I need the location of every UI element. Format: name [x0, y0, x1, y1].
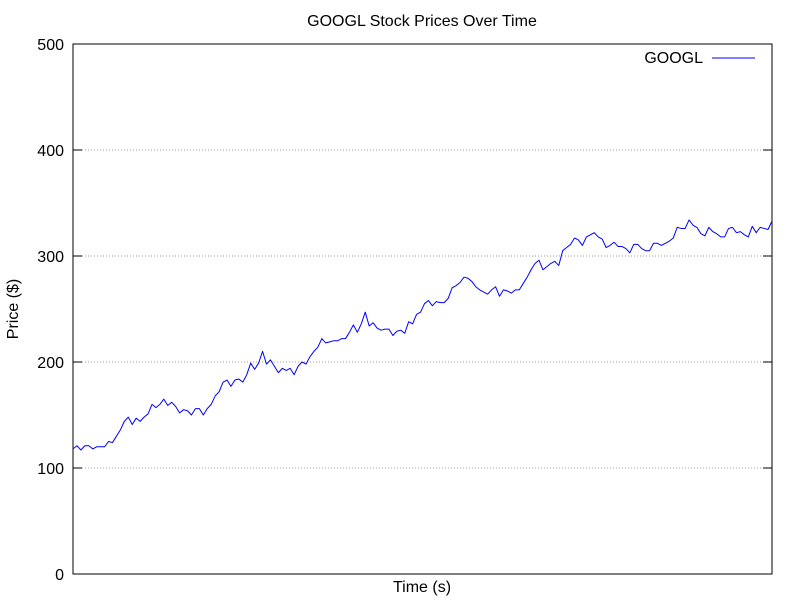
y-tick-label: 0 [55, 567, 64, 584]
y-axis-label: Price ($) [5, 279, 22, 339]
y-tick-label: 200 [37, 355, 64, 372]
y-tick-label: 100 [37, 461, 64, 478]
y-tick-label: 300 [37, 249, 64, 266]
series-line-googl [72, 219, 773, 451]
chart-title: GOOGL Stock Prices Over Time [307, 13, 537, 30]
x-axis-label: Time (s) [393, 579, 451, 596]
series-layer [72, 219, 773, 451]
legend-label: GOOGL [644, 50, 703, 67]
tick-layer: 0 100 200 300 400 500 [37, 37, 772, 584]
grid-layer [73, 149, 772, 469]
plot-area-border [72, 43, 773, 575]
legend: GOOGL [644, 50, 755, 67]
y-tick-label: 500 [37, 37, 64, 54]
y-tick-label: 400 [37, 143, 64, 160]
